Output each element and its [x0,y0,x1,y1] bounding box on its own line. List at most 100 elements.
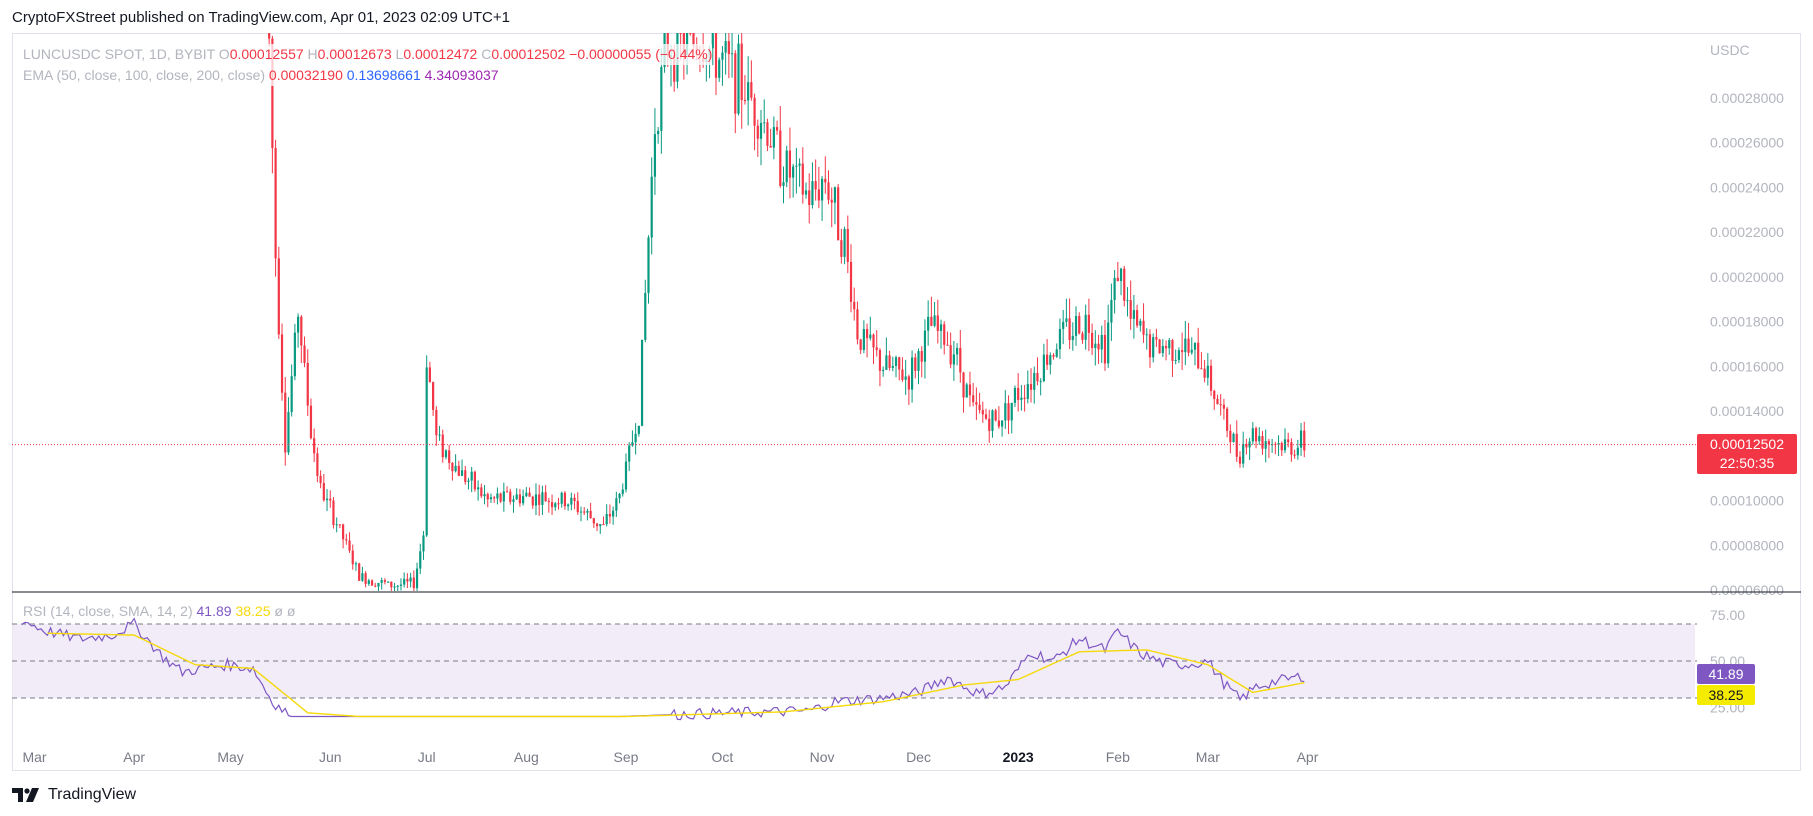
candle-body [1074,316,1078,336]
candle-body [415,568,419,589]
candle-body [904,376,907,380]
candle-body [943,324,946,345]
candle-body [1232,433,1235,443]
candle-body [399,584,403,586]
candle-body [422,535,425,552]
candle-body [1094,343,1097,349]
candle-body [557,503,560,505]
time-tick-label: Apr [123,749,145,765]
price-tick-label: 0.00010000 [1710,493,1784,509]
candle-body [801,163,804,195]
candle-body [534,494,538,506]
candle-body [1078,316,1081,334]
candle-body [837,187,840,241]
time-tick-label: Feb [1106,749,1130,765]
candle-body [473,471,477,490]
rsi-value-tag: 41.89 [1697,664,1755,684]
candle-body [878,350,882,371]
candle-body [830,199,833,203]
candle-body [403,578,406,585]
candle-body [952,354,955,365]
candle-body [647,237,650,293]
candle-body [1062,321,1065,329]
ema-200-value: 4.34093037 [424,67,499,83]
candle-body [927,316,930,331]
symbol-label[interactable]: LUNCUSDC SPOT, 1D, BYBIT [23,46,215,62]
candle-body [1148,334,1152,358]
candle-body [901,369,904,380]
candle-body [467,480,470,482]
candle-body [329,498,332,501]
candle-body [788,150,792,178]
candle-body [1055,349,1058,357]
rsi-band-layer [12,623,1697,699]
candle-body [505,491,509,493]
candle-body [1174,359,1177,361]
candle-body [406,578,409,582]
candle-body [949,345,952,365]
candle-body [303,345,306,363]
candle-body [1200,368,1203,370]
candle-body [965,384,968,398]
candle-body [451,462,454,472]
candle-body [335,524,338,526]
candle-body [1071,335,1074,341]
candle-body [1184,338,1187,353]
rsi-label[interactable]: RSI (14, close, SMA, 14, 2) [23,603,193,619]
candle-body [428,367,431,383]
candle-body [1126,300,1129,302]
candle-body [660,67,663,131]
candle-body [1068,318,1071,341]
candle-body [595,523,599,527]
candle-body [1219,404,1222,406]
ema-legend-row: EMA (50, close, 100, close, 200, close) … [23,65,499,86]
candle-body [843,229,846,257]
candle-body [1203,368,1206,378]
rsi-ma-tag: 38.25 [1697,685,1755,705]
candle-body [1177,350,1181,360]
time-tick-label: Jul [418,749,436,765]
candle-body [959,347,962,373]
candle-body [779,130,782,186]
candle-body [1161,345,1164,354]
candle-body [515,494,518,500]
candle-body [313,438,316,454]
candle-body [997,420,1000,427]
candle-body [300,316,303,346]
candle-body [747,82,750,101]
candle-body [470,471,473,481]
ema-100-value: 0.13698661 [346,67,421,83]
candle-body [689,33,692,34]
candle-body [573,497,576,502]
candle-body [528,492,531,497]
candle-body [602,524,605,526]
time-tick-label: 2023 [1003,749,1034,765]
candle-body [740,43,743,101]
candle-body [981,410,984,415]
rsi-ma-line [47,632,1305,718]
candle-body [477,487,480,490]
candle-body [512,499,515,502]
candle-body [930,316,933,326]
tradingview-brand[interactable]: TradingView [12,786,136,804]
ema-label[interactable]: EMA (50, close, 100, close, 200, close) [23,67,266,83]
candle-body [1110,300,1113,323]
candle-body [448,450,451,463]
candle-body [563,492,567,507]
candle-body [367,580,370,584]
price-tick-label: 0.00020000 [1710,269,1784,285]
candle-body [631,442,634,446]
candle-body [753,97,756,126]
candle-body [541,492,544,505]
candle-body [978,404,981,411]
price-tick-label: 0.00026000 [1710,135,1784,151]
candle-body [737,43,740,114]
candle-body [1023,397,1026,399]
candle-body [955,347,959,355]
candle-body [287,412,290,453]
candle-body [898,357,901,370]
candle-body [579,511,583,513]
candle-body [984,414,988,419]
candle-body [615,498,618,511]
candle-body [840,240,843,257]
